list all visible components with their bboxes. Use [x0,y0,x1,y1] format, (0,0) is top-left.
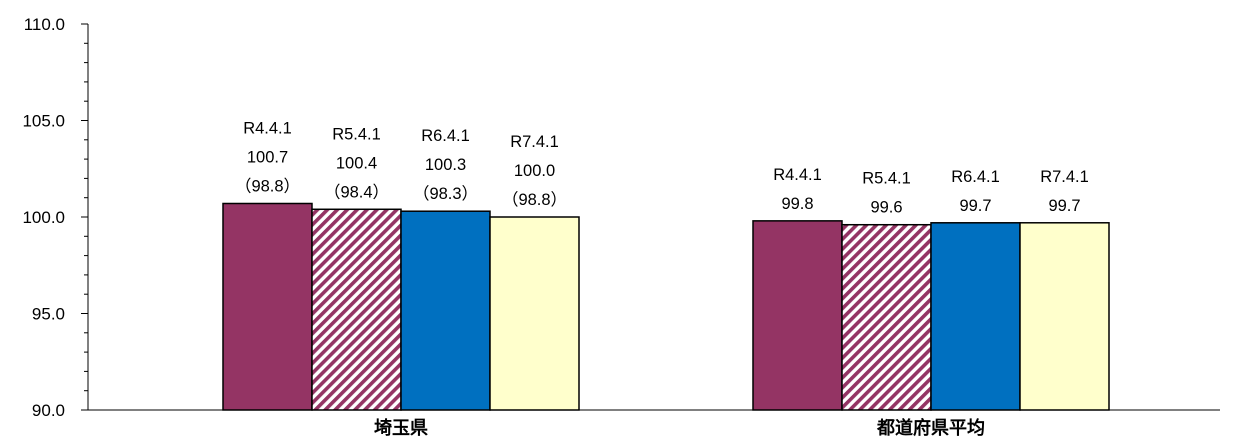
y-tick-label: 90.0 [32,401,65,420]
bar-R5.4.1-埼玉県 [311,208,402,411]
data-label: R6.4.1 [421,127,470,145]
data-labels: R4.4.1 100.7 （98.8） R5.4.1 100.4 （98.4） R6.4.1… [235,119,1089,216]
bar-R7.4.1-都道府県平均 [1019,222,1110,411]
data-label: 99.6 [870,199,902,217]
category-label: 埼玉県 [374,417,428,439]
bar-R7.4.1-埼玉県 [489,216,580,411]
data-label: （98.8） [502,190,567,209]
y-axis-ticks: 90.0 95.0 100.0 105.0 110.0 [22,15,88,420]
y-tick-label: 105.0 [22,112,65,131]
data-label: R5.4.1 [862,170,911,188]
data-label: 100.4 [336,154,377,172]
data-label: （98.8） [235,176,300,195]
y-tick-label: 95.0 [32,305,65,324]
data-label: R7.4.1 [510,133,559,151]
y-tick-label: 100.0 [22,208,65,227]
data-label: R5.4.1 [332,125,381,143]
y-tick-label: 110.0 [24,15,65,34]
data-label: R4.4.1 [243,119,292,137]
data-label: 100.3 [425,156,466,174]
data-label: 99.8 [781,195,813,213]
data-label: 100.0 [514,162,555,180]
data-label: 100.7 [247,148,288,166]
bar-R6.4.1-都道府県平均 [930,222,1021,411]
data-label: R6.4.1 [951,168,1000,186]
bar-R6.4.1-埼玉県 [400,210,491,411]
data-label: （98.4） [324,182,389,201]
bar-R4.4.1-埼玉県 [222,202,313,411]
bar-R5.4.1-都道府県平均 [841,223,932,411]
data-label: R4.4.1 [773,166,822,184]
data-label: 99.7 [1048,197,1080,215]
axes [87,24,1220,411]
bars [222,202,1110,411]
category-labels: 埼玉県 都道府県平均 [374,417,985,439]
bar-R4.4.1-都道府県平均 [752,220,843,411]
data-label: R7.4.1 [1040,168,1089,186]
data-label: 99.7 [959,197,991,215]
category-label: 都道府県平均 [876,417,985,439]
data-label: （98.3） [413,184,478,203]
